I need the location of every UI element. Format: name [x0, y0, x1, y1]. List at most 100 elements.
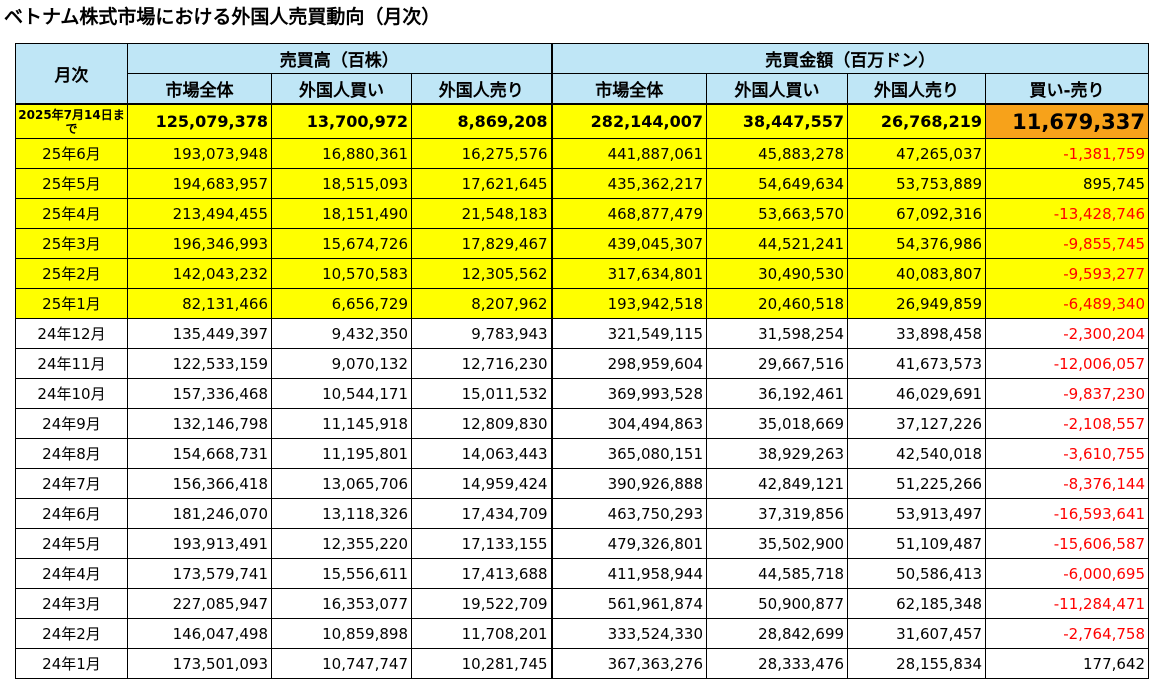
table-row: 24年9月 132,146,798 11,145,918 12,809,830 304,… [15, 408, 1150, 439]
cell-volume-foreign-sell: 12,716,230 [410, 348, 553, 379]
row-label: 24年2月 [15, 618, 128, 649]
cell-volume-market: 122,533,159 [127, 348, 272, 379]
cell-value-market: 479,326,801 [550, 528, 708, 559]
cell-value-foreign-buy: 53,663,570 [706, 198, 849, 229]
cell-net-buy-sell: -2,764,758 [985, 618, 1150, 649]
table-row: 24年10月 157,336,468 10,544,171 15,011,532 369… [15, 378, 1150, 409]
cell-value-market: 369,993,528 [550, 378, 708, 409]
cell-net-buy-sell: -6,489,340 [985, 288, 1150, 319]
cell-volume-market: 213,494,455 [127, 198, 272, 229]
cell-value-market: 304,494,863 [550, 408, 708, 439]
cell-value-market: 317,634,801 [550, 258, 708, 289]
table-row: 25年4月 213,494,455 18,151,490 21,548,183 468,… [15, 198, 1150, 229]
cell-volume-foreign-sell: 19,522,709 [410, 588, 553, 619]
cell-volume-foreign-sell: 11,708,201 [410, 618, 553, 649]
cell-volume-market: 196,346,993 [127, 228, 272, 259]
cell-value-foreign-sell: 26,949,859 [847, 288, 987, 319]
cell-net-buy-sell: 11,679,337 [985, 103, 1150, 139]
cell-value-foreign-buy: 35,018,669 [706, 408, 849, 439]
row-label: 24年6月 [15, 498, 128, 529]
row-label: 24年5月 [15, 528, 128, 559]
cell-volume-foreign-buy: 11,195,801 [271, 438, 412, 469]
cell-volume-market: 82,131,466 [127, 288, 272, 319]
cell-value-market: 468,877,479 [550, 198, 708, 229]
cell-volume-foreign-sell: 12,809,830 [410, 408, 553, 439]
cell-value-market: 411,958,944 [550, 558, 708, 589]
cell-net-buy-sell: -2,300,204 [985, 318, 1150, 349]
row-label: 24年4月 [15, 558, 128, 589]
cell-volume-foreign-buy: 12,355,220 [271, 528, 412, 559]
cell-value-foreign-buy: 38,929,263 [706, 438, 849, 469]
cell-volume-foreign-sell: 14,959,424 [410, 468, 553, 499]
cell-volume-market: 194,683,957 [127, 168, 272, 199]
cell-value-market: 561,961,874 [550, 588, 708, 619]
cell-volume-market: 157,336,468 [127, 378, 272, 409]
cell-value-foreign-sell: 37,127,226 [847, 408, 987, 439]
cell-volume-market: 173,579,741 [127, 558, 272, 589]
cell-value-foreign-sell: 54,376,986 [847, 228, 987, 259]
cell-net-buy-sell: -13,428,746 [985, 198, 1150, 229]
cell-volume-foreign-buy: 18,151,490 [271, 198, 412, 229]
table-row: 24年7月 156,366,418 13,065,706 14,959,424 390,… [15, 468, 1150, 499]
cell-volume-foreign-buy: 9,070,132 [271, 348, 412, 379]
row-label: 25年2月 [15, 258, 128, 289]
cell-volume-foreign-buy: 10,859,898 [271, 618, 412, 649]
cell-value-foreign-buy: 50,900,877 [706, 588, 849, 619]
col-header-net-buy-sell: 買い-売り [985, 73, 1150, 105]
cell-value-market: 365,080,151 [550, 438, 708, 469]
cell-volume-market: 154,668,731 [127, 438, 272, 469]
table-row: 24年6月 181,246,070 13,118,326 17,434,709 463,… [15, 498, 1150, 529]
cell-value-foreign-sell: 67,092,316 [847, 198, 987, 229]
month-column-header: 月次 [15, 43, 128, 105]
table-row: 25年6月 193,073,948 16,880,361 16,275,576 441,… [15, 138, 1150, 169]
cell-net-buy-sell: -15,606,587 [985, 528, 1150, 559]
cell-volume-foreign-buy: 16,880,361 [271, 138, 412, 169]
cell-net-buy-sell: -2,108,557 [985, 408, 1150, 439]
cell-volume-foreign-sell: 21,548,183 [410, 198, 553, 229]
cell-volume-market: 173,501,093 [127, 648, 272, 679]
row-label: 24年7月 [15, 468, 128, 499]
cell-value-foreign-buy: 38,447,557 [706, 103, 849, 139]
cell-volume-foreign-sell: 17,829,467 [410, 228, 553, 259]
cell-net-buy-sell: 895,745 [985, 168, 1150, 199]
cell-value-market: 321,549,115 [550, 318, 708, 349]
cell-value-foreign-sell: 62,185,348 [847, 588, 987, 619]
cell-value-market: 193,942,518 [550, 288, 708, 319]
cell-volume-foreign-buy: 15,674,726 [271, 228, 412, 259]
cell-value-foreign-sell: 53,753,889 [847, 168, 987, 199]
table-row-latest: 2025年7月14日まで 125,079,378 13,700,972 8,86… [15, 103, 1150, 139]
col-header-value-foreign-buy: 外国人買い [706, 73, 849, 105]
cell-net-buy-sell: -8,376,144 [985, 468, 1150, 499]
cell-volume-foreign-buy: 6,656,729 [271, 288, 412, 319]
cell-volume-market: 146,047,498 [127, 618, 272, 649]
cell-value-market: 435,362,217 [550, 168, 708, 199]
cell-value-foreign-buy: 30,490,530 [706, 258, 849, 289]
cell-value-foreign-buy: 36,192,461 [706, 378, 849, 409]
cell-value-foreign-sell: 33,898,458 [847, 318, 987, 349]
cell-value-foreign-sell: 28,155,834 [847, 648, 987, 679]
cell-value-market: 298,959,604 [550, 348, 708, 379]
cell-volume-foreign-buy: 18,515,093 [271, 168, 412, 199]
cell-net-buy-sell: 177,642 [985, 648, 1150, 679]
cell-value-foreign-sell: 40,083,807 [847, 258, 987, 289]
cell-volume-market: 227,085,947 [127, 588, 272, 619]
cell-value-foreign-sell: 46,029,691 [847, 378, 987, 409]
volume-group-header: 売買高（百株） [126, 43, 553, 74]
cell-value-foreign-sell: 26,768,219 [847, 103, 987, 139]
cell-volume-market: 132,146,798 [127, 408, 272, 439]
row-label: 24年1月 [15, 648, 128, 679]
cell-value-market: 282,144,007 [550, 103, 708, 139]
cell-value-market: 439,045,307 [550, 228, 708, 259]
cell-volume-foreign-sell: 8,207,962 [410, 288, 553, 319]
table-row: 25年3月 196,346,993 15,674,726 17,829,467 439,… [15, 228, 1150, 259]
page-title: ベトナム株式市場における外国人売買動向（月次） [4, 6, 441, 28]
cell-value-foreign-sell: 41,673,573 [847, 348, 987, 379]
foreign-trading-table: 月次 売買高（百株） 売買金額（百万ドン） 市場全体 外国人買い 外国人売り 市… [15, 43, 1150, 679]
table-row: 24年3月 227,085,947 16,353,077 19,522,709 561,… [15, 588, 1150, 619]
cell-value-foreign-sell: 50,586,413 [847, 558, 987, 589]
cell-value-foreign-sell: 47,265,037 [847, 138, 987, 169]
cell-volume-market: 193,913,491 [127, 528, 272, 559]
cell-value-foreign-buy: 35,502,900 [706, 528, 849, 559]
cell-value-market: 367,363,276 [550, 648, 708, 679]
cell-volume-foreign-sell: 17,413,688 [410, 558, 553, 589]
